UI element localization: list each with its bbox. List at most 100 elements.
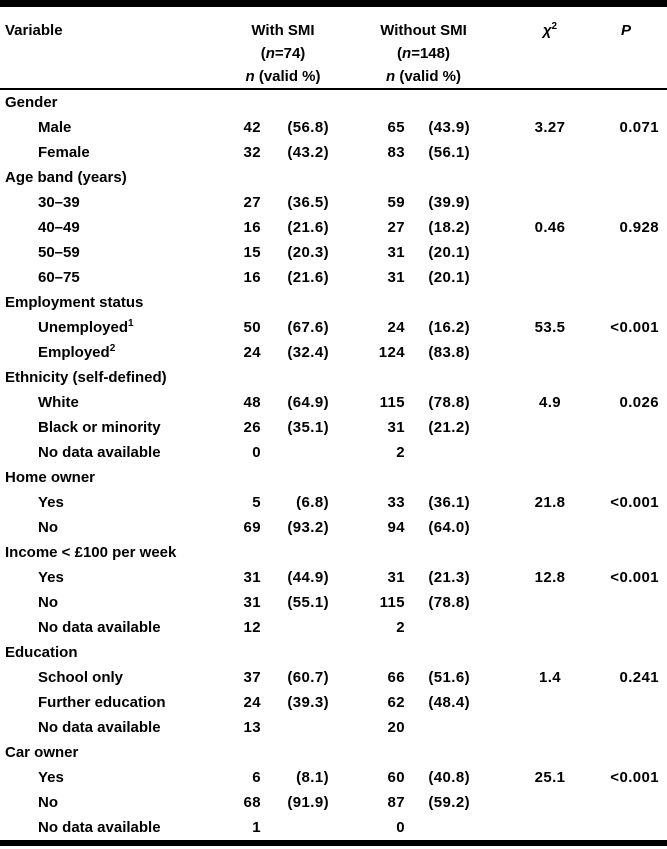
chi-square-value: 1.4	[538, 669, 562, 686]
with-smi-pct: (93.2)	[287, 519, 329, 536]
without-smi-n: 31	[387, 244, 405, 261]
p-value: 0.928	[619, 219, 659, 236]
table-row: Car owner	[0, 740, 667, 765]
p-value: <0.001	[610, 319, 659, 336]
row-label: Yes	[38, 769, 64, 786]
without-smi-pct: (21.2)	[428, 419, 470, 436]
without-smi-n: 31	[387, 419, 405, 436]
without-smi-n: 33	[387, 494, 405, 511]
row-label: White	[38, 394, 79, 411]
with-smi-n: 50	[243, 319, 261, 336]
table-row: 50–59 15 (20.3) 31 (20.1)	[0, 240, 667, 265]
with-smi-n: 37	[243, 669, 261, 686]
without-smi-n: 94	[387, 519, 405, 536]
table-row: 60–75 16 (21.6) 31 (20.1)	[0, 265, 667, 290]
with-smi-n: 0	[252, 444, 261, 461]
without-smi-n: 20	[387, 719, 405, 736]
without-smi-pct: (16.2)	[428, 319, 470, 336]
without-smi-pct: (43.9)	[428, 119, 470, 136]
with-smi-n: 16	[243, 269, 261, 286]
table-row: Further education 24 (39.3) 62 (48.4)	[0, 690, 667, 715]
with-smi-n: 26	[243, 419, 261, 436]
with-smi-n: 27	[243, 194, 261, 211]
table-row: White 48 (64.9) 115 (78.8) 4.9 0.026	[0, 390, 667, 415]
with-smi-pct: (36.5)	[287, 194, 329, 211]
with-smi-n: 31	[243, 594, 261, 611]
without-smi-n: 0	[396, 819, 405, 836]
chi-square-value: 25.1	[534, 769, 566, 786]
without-smi-n: 115	[379, 394, 405, 411]
without-smi-pct: (20.1)	[428, 244, 470, 261]
without-smi-n: 59	[387, 194, 405, 211]
table-row: No 69 (93.2) 94 (64.0)	[0, 515, 667, 540]
table-row: Yes 5 (6.8) 33 (36.1) 21.8 <0.001	[0, 490, 667, 515]
row-label: No	[38, 594, 58, 611]
row-label: 50–59	[38, 244, 80, 261]
with-smi-pct: (43.2)	[287, 144, 329, 161]
with-smi-n-count: (n=74)	[260, 45, 306, 62]
without-smi-pct: (83.8)	[428, 344, 470, 361]
with-smi-n: 16	[243, 219, 261, 236]
with-smi-pct: (39.3)	[287, 694, 329, 711]
row-label: Female	[38, 144, 90, 161]
chi-square-value: 53.5	[534, 319, 566, 336]
table-row: No 31 (55.1) 115 (78.8)	[0, 590, 667, 615]
row-label: Unemployed1	[38, 318, 134, 337]
footnote-marker: 2	[109, 343, 116, 354]
with-smi-n: 32	[243, 144, 261, 161]
table-bottom-rule	[0, 840, 667, 846]
with-smi-pct: (21.6)	[287, 219, 329, 236]
without-smi-n: 65	[387, 119, 405, 136]
with-smi-n: 68	[243, 794, 261, 811]
without-smi-pct: (64.0)	[428, 519, 470, 536]
p-value: <0.001	[610, 769, 659, 786]
with-smi-title: With SMI	[251, 22, 315, 39]
with-smi-pct: (56.8)	[287, 119, 329, 136]
without-smi-n: 83	[387, 144, 405, 161]
row-label: 40–49	[38, 219, 80, 236]
with-smi-pct: (35.1)	[287, 419, 329, 436]
with-smi-pct: (64.9)	[287, 394, 329, 411]
table-row: No data available 1 0	[0, 815, 667, 840]
header-separator-rule	[0, 88, 667, 90]
with-smi-pct: (55.1)	[287, 594, 329, 611]
row-label-group: Car owner	[5, 744, 79, 761]
with-smi-n: 13	[243, 719, 261, 736]
row-label: No data available	[38, 819, 161, 836]
with-smi-pct: (20.3)	[287, 244, 329, 261]
row-label: No	[38, 794, 58, 811]
without-smi-n: 87	[387, 794, 405, 811]
table-row: Employed2 24 (32.4) 124 (83.8)	[0, 340, 667, 365]
chi-square-value: 3.27	[534, 119, 566, 136]
without-smi-n: 31	[387, 569, 405, 586]
table-row: No data available 12 2	[0, 615, 667, 640]
table-row: Black or minority 26 (35.1) 31 (21.2)	[0, 415, 667, 440]
row-label: Black or minority	[38, 419, 161, 436]
column-header-with-smi: With SMI (n=74) n (valid %)	[237, 19, 329, 88]
with-smi-n: 1	[252, 819, 261, 836]
with-smi-pct: (67.6)	[287, 319, 329, 336]
row-label: Yes	[38, 494, 64, 511]
row-label: Male	[38, 119, 72, 136]
without-smi-n: 66	[387, 669, 405, 686]
without-smi-pct: (51.6)	[428, 669, 470, 686]
row-label-group: Education	[5, 644, 78, 661]
without-smi-pct: (48.4)	[428, 694, 470, 711]
without-smi-pct: (20.1)	[428, 269, 470, 286]
without-smi-pct: (59.2)	[428, 794, 470, 811]
table-row: Ethnicity (self-defined)	[0, 365, 667, 390]
row-label: 60–75	[38, 269, 80, 286]
with-smi-n: 48	[243, 394, 261, 411]
without-smi-title: Without SMI	[380, 22, 467, 39]
with-smi-n: 31	[243, 569, 261, 586]
table-body: Gender Male 42 (56.8) 65 (43.9) 3.27 0.071 Femal…	[0, 90, 667, 840]
table-row: Female 32 (43.2) 83 (56.1)	[0, 140, 667, 165]
table-row: 30–39 27 (36.5) 59 (39.9)	[0, 190, 667, 215]
without-smi-n: 2	[396, 619, 405, 636]
table-row: Yes 31 (44.9) 31 (21.3) 12.8 <0.001	[0, 565, 667, 590]
with-smi-n: 24	[243, 694, 261, 711]
table-header: Variable With SMI (n=74) n (valid %) Wit…	[0, 7, 667, 88]
p-value: 0.026	[619, 394, 659, 411]
without-smi-n: 124	[378, 344, 405, 361]
